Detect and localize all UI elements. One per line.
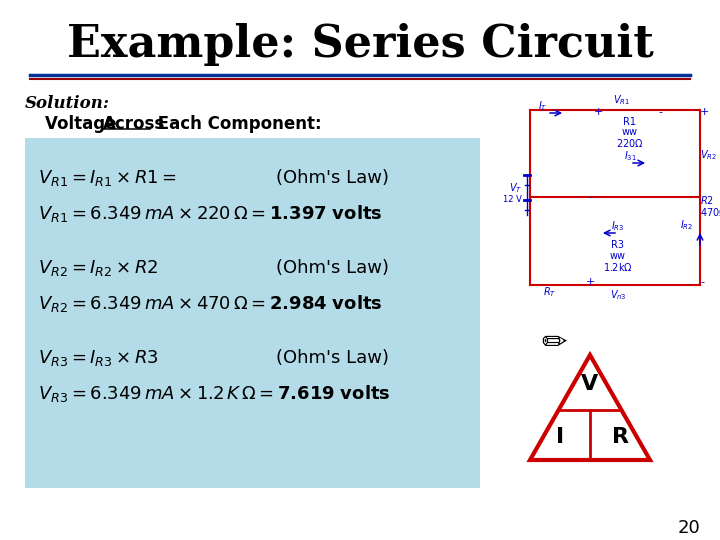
Text: $R2$: $R2$ <box>700 194 714 206</box>
Text: $V_{R1} = 6.349\,mA \times 220\,\Omega = \mathbf{1.397\ volts}$: $V_{R1} = 6.349\,mA \times 220\,\Omega =… <box>38 204 382 225</box>
Text: -: - <box>700 277 704 287</box>
Text: V: V <box>581 374 598 394</box>
Text: R: R <box>611 427 629 447</box>
Text: +: + <box>700 107 709 117</box>
Text: $V_{R2} = 6.349\,mA \times 470\,\Omega = \mathbf{2.984\ volts}$: $V_{R2} = 6.349\,mA \times 470\,\Omega =… <box>38 294 382 314</box>
Text: $I_T$: $I_T$ <box>539 99 548 113</box>
Text: -: - <box>658 107 662 117</box>
Bar <box>25 138 480 488</box>
Text: $V_{n3}$: $V_{n3}$ <box>610 288 626 302</box>
Polygon shape <box>530 355 650 460</box>
Text: $I_{R3}$: $I_{R3}$ <box>611 219 625 233</box>
Text: 1.2k$\Omega$: 1.2k$\Omega$ <box>603 261 633 273</box>
Text: +: + <box>593 107 603 117</box>
Text: $V_{R3} = 6.349\,mA \times 1.2\,K\,\Omega = \mathbf{7.619\ volts}$: $V_{R3} = 6.349\,mA \times 1.2\,K\,\Omeg… <box>38 383 391 404</box>
Text: 20: 20 <box>678 519 700 537</box>
Text: Example: Series Circuit: Example: Series Circuit <box>66 24 654 66</box>
Text: (Ohm's Law): (Ohm's Law) <box>276 349 389 367</box>
Text: $V_{R1}$: $V_{R1}$ <box>613 93 631 107</box>
Text: I: I <box>556 427 564 447</box>
Text: Voltage: Voltage <box>45 115 122 133</box>
Text: (Ohm's Law): (Ohm's Law) <box>276 169 389 187</box>
Text: $V_{R2}$: $V_{R2}$ <box>700 148 717 162</box>
Text: -: - <box>588 192 592 202</box>
Text: $I_{31}$: $I_{31}$ <box>624 149 636 163</box>
Text: $I_{R2}$: $I_{R2}$ <box>680 218 693 232</box>
Text: $V_{R2} = I_{R2} \times R2\ $: $V_{R2} = I_{R2} \times R2\ $ <box>38 258 158 278</box>
Text: ww: ww <box>622 127 638 137</box>
Text: $V_T$: $V_T$ <box>509 181 522 195</box>
Text: $V_{R1} = I_{R1} \times R1 = $: $V_{R1} = I_{R1} \times R1 = $ <box>38 168 177 188</box>
Text: $R_T$: $R_T$ <box>544 285 557 299</box>
Text: 470$\Omega$: 470$\Omega$ <box>700 206 720 218</box>
Text: R1: R1 <box>624 117 636 127</box>
Text: 220$\Omega$: 220$\Omega$ <box>616 137 644 149</box>
Text: ✏️: ✏️ <box>542 328 568 357</box>
Text: Across: Across <box>103 115 166 133</box>
Text: R3: R3 <box>611 240 624 250</box>
Text: ww: ww <box>610 251 626 261</box>
Text: Solution:: Solution: <box>25 94 110 111</box>
Text: +: + <box>585 277 595 287</box>
Text: $V_{R3} = I_{R3} \times R3\ $: $V_{R3} = I_{R3} \times R3\ $ <box>38 348 159 368</box>
Text: 12 V: 12 V <box>503 195 522 205</box>
Text: (Ohm's Law): (Ohm's Law) <box>276 259 389 277</box>
Text: Each Component:: Each Component: <box>152 115 322 133</box>
